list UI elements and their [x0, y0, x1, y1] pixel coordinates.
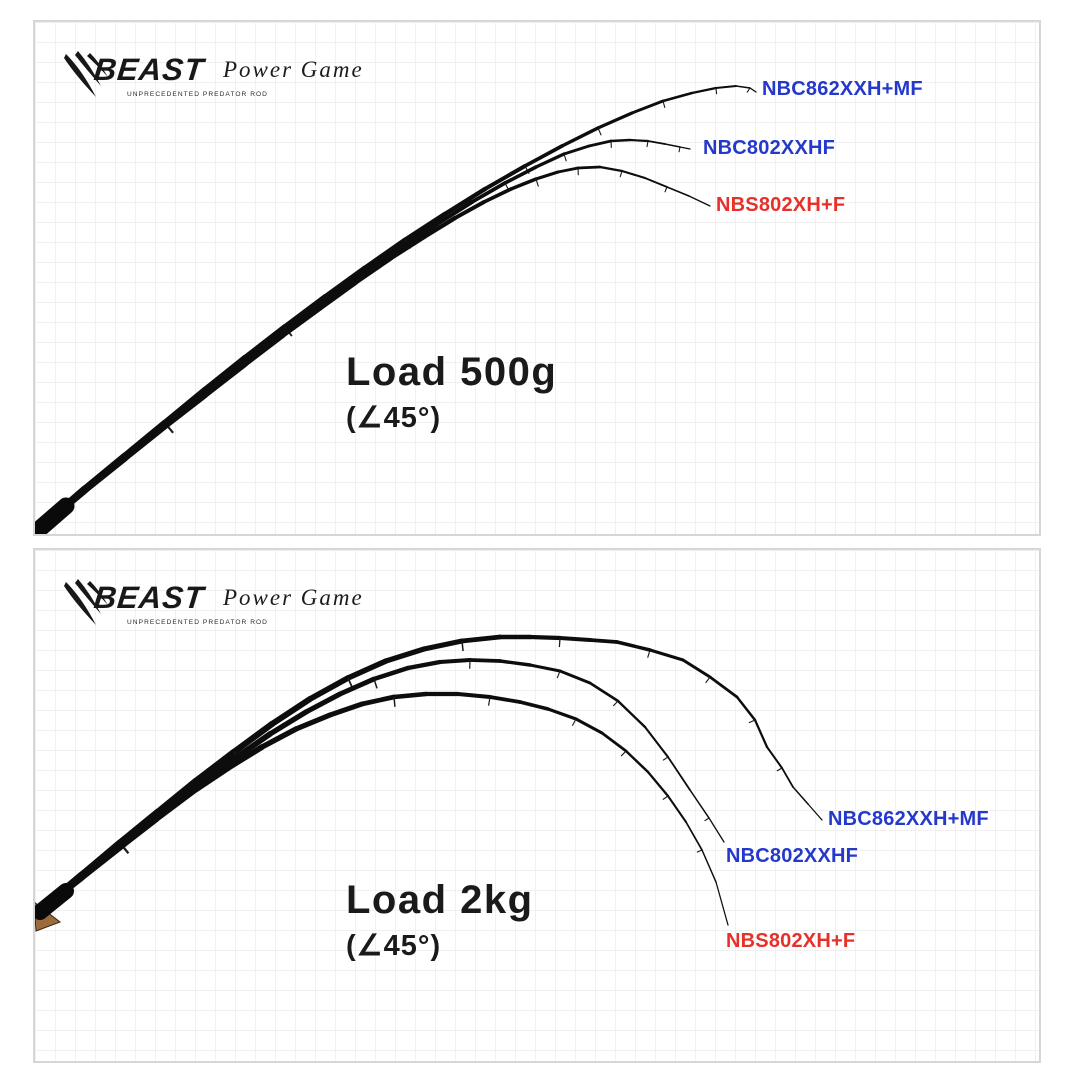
load-value: Load 500g: [346, 350, 558, 394]
load-angle: (∠45°): [346, 402, 442, 434]
panel-load-2kg: BEAST UNPRECEDENTED PREDATOR ROD Power G…: [33, 548, 1041, 1063]
beast-logo: BEAST UNPRECEDENTED PREDATOR ROD Power G…: [63, 50, 393, 114]
beast-logo: BEAST UNPRECEDENTED PREDATOR ROD Power G…: [63, 578, 393, 642]
rod-label-nbs802: NBS802XH+F: [726, 930, 856, 952]
claw-marks-icon: [64, 51, 108, 97]
brand-tagline: UNPRECEDENTED PREDATOR ROD: [127, 619, 268, 626]
claw-marks-icon: [64, 579, 108, 625]
brand-name: BEAST: [92, 580, 206, 615]
brand-name: BEAST: [92, 52, 206, 87]
load-angle: (∠45°): [346, 930, 442, 962]
rod-label-nbc802: NBC802XXHF: [726, 845, 859, 867]
rod-label-nbc862: NBC862XXH+MF: [828, 808, 989, 830]
load-value: Load 2kg: [346, 878, 534, 922]
rod-label-nbs802: NBS802XH+F: [716, 194, 846, 216]
brand-tagline: UNPRECEDENTED PREDATOR ROD: [127, 91, 268, 98]
brand-series: Power Game: [223, 57, 364, 82]
panel-load-500g: BEAST UNPRECEDENTED PREDATOR ROD Power G…: [33, 20, 1041, 536]
rod-label-nbc802: NBC802XXHF: [703, 137, 836, 159]
rod-label-nbc862: NBC862XXH+MF: [762, 78, 923, 100]
load-caption-500g: Load 500g (∠45°): [346, 352, 557, 435]
brand-series: Power Game: [223, 585, 364, 610]
load-caption-2kg: Load 2kg (∠45°): [346, 880, 534, 963]
